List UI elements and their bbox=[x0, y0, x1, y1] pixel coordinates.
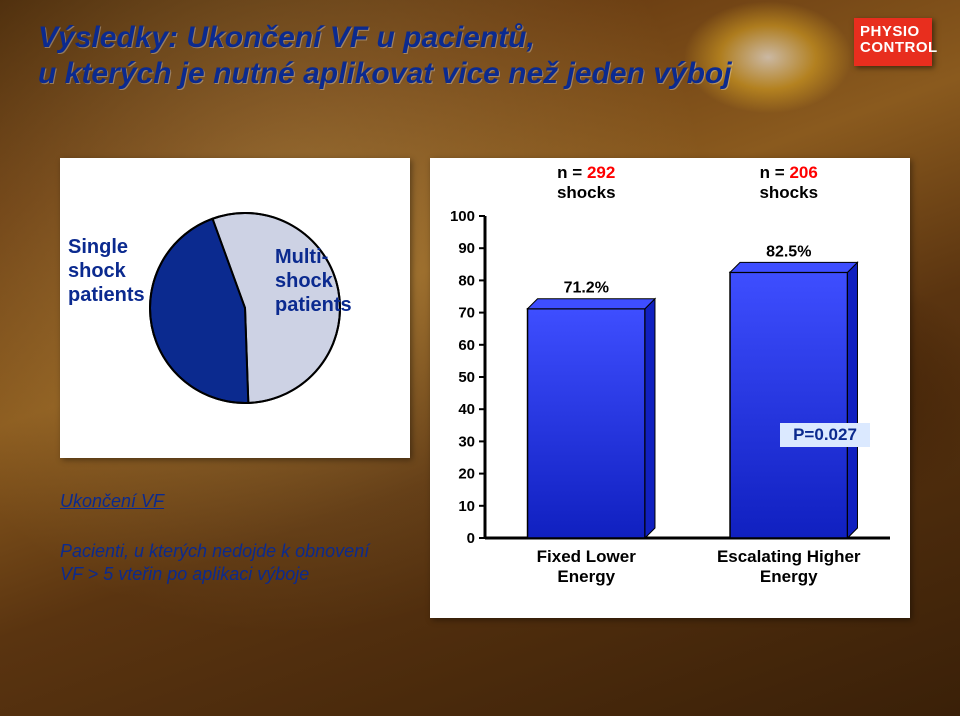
svg-text:n = 206: n = 206 bbox=[760, 163, 818, 182]
svg-text:n = 292: n = 292 bbox=[557, 163, 615, 182]
svg-text:shocks: shocks bbox=[759, 183, 818, 202]
pie-chart: SingleshockpatientsMulti-shockpatients bbox=[60, 158, 410, 458]
svg-text:80: 80 bbox=[458, 272, 475, 289]
svg-text:82.5%: 82.5% bbox=[766, 243, 811, 260]
svg-text:90: 90 bbox=[458, 240, 475, 257]
logo-line1: PHYSIO bbox=[860, 24, 926, 40]
svg-text:shock: shock bbox=[275, 270, 334, 292]
physio-control-logo: PHYSIO CONTROL bbox=[854, 18, 932, 66]
svg-text:10: 10 bbox=[458, 498, 475, 515]
svg-text:patients: patients bbox=[275, 294, 352, 316]
svg-text:Escalating Higher: Escalating Higher bbox=[717, 547, 861, 566]
caption-ukonceni: Ukončení VF bbox=[60, 490, 164, 513]
svg-text:40: 40 bbox=[458, 401, 475, 418]
svg-text:Energy: Energy bbox=[760, 567, 818, 586]
title-line1: Výsledky: Ukončení VF u pacientů, bbox=[38, 21, 535, 54]
bar-chart: 010203040506070809010071.2%Fixed LowerEn… bbox=[430, 158, 910, 618]
svg-text:shocks: shocks bbox=[557, 183, 616, 202]
svg-text:Fixed Lower: Fixed Lower bbox=[537, 547, 637, 566]
svg-text:30: 30 bbox=[458, 433, 475, 450]
svg-text:0: 0 bbox=[467, 530, 475, 547]
svg-text:Multi-: Multi- bbox=[275, 246, 328, 268]
caption-pacienti: Pacienti, u kterých nedojde k obnovení V… bbox=[60, 540, 380, 587]
svg-text:patients: patients bbox=[68, 284, 145, 306]
svg-text:Energy: Energy bbox=[557, 567, 615, 586]
logo-line2: CONTROL bbox=[860, 40, 926, 56]
slide-title: Výsledky: Ukončení VF u pacientů, u kter… bbox=[38, 20, 840, 92]
bar-chart-panel: 010203040506070809010071.2%Fixed LowerEn… bbox=[430, 158, 910, 618]
svg-text:70: 70 bbox=[458, 305, 475, 322]
svg-text:Single: Single bbox=[68, 236, 128, 258]
pie-chart-panel: SingleshockpatientsMulti-shockpatients bbox=[60, 158, 410, 458]
svg-text:60: 60 bbox=[458, 337, 475, 354]
svg-text:20: 20 bbox=[458, 466, 475, 483]
title-line2: u kterých je nutné aplikovat vice než je… bbox=[38, 57, 732, 90]
slide-root: Výsledky: Ukončení VF u pacientů, u kter… bbox=[0, 0, 960, 716]
svg-text:100: 100 bbox=[450, 208, 475, 225]
svg-text:P=0.027: P=0.027 bbox=[793, 425, 857, 444]
svg-text:71.2%: 71.2% bbox=[564, 280, 609, 297]
svg-text:shock: shock bbox=[68, 260, 127, 282]
svg-text:50: 50 bbox=[458, 369, 475, 386]
